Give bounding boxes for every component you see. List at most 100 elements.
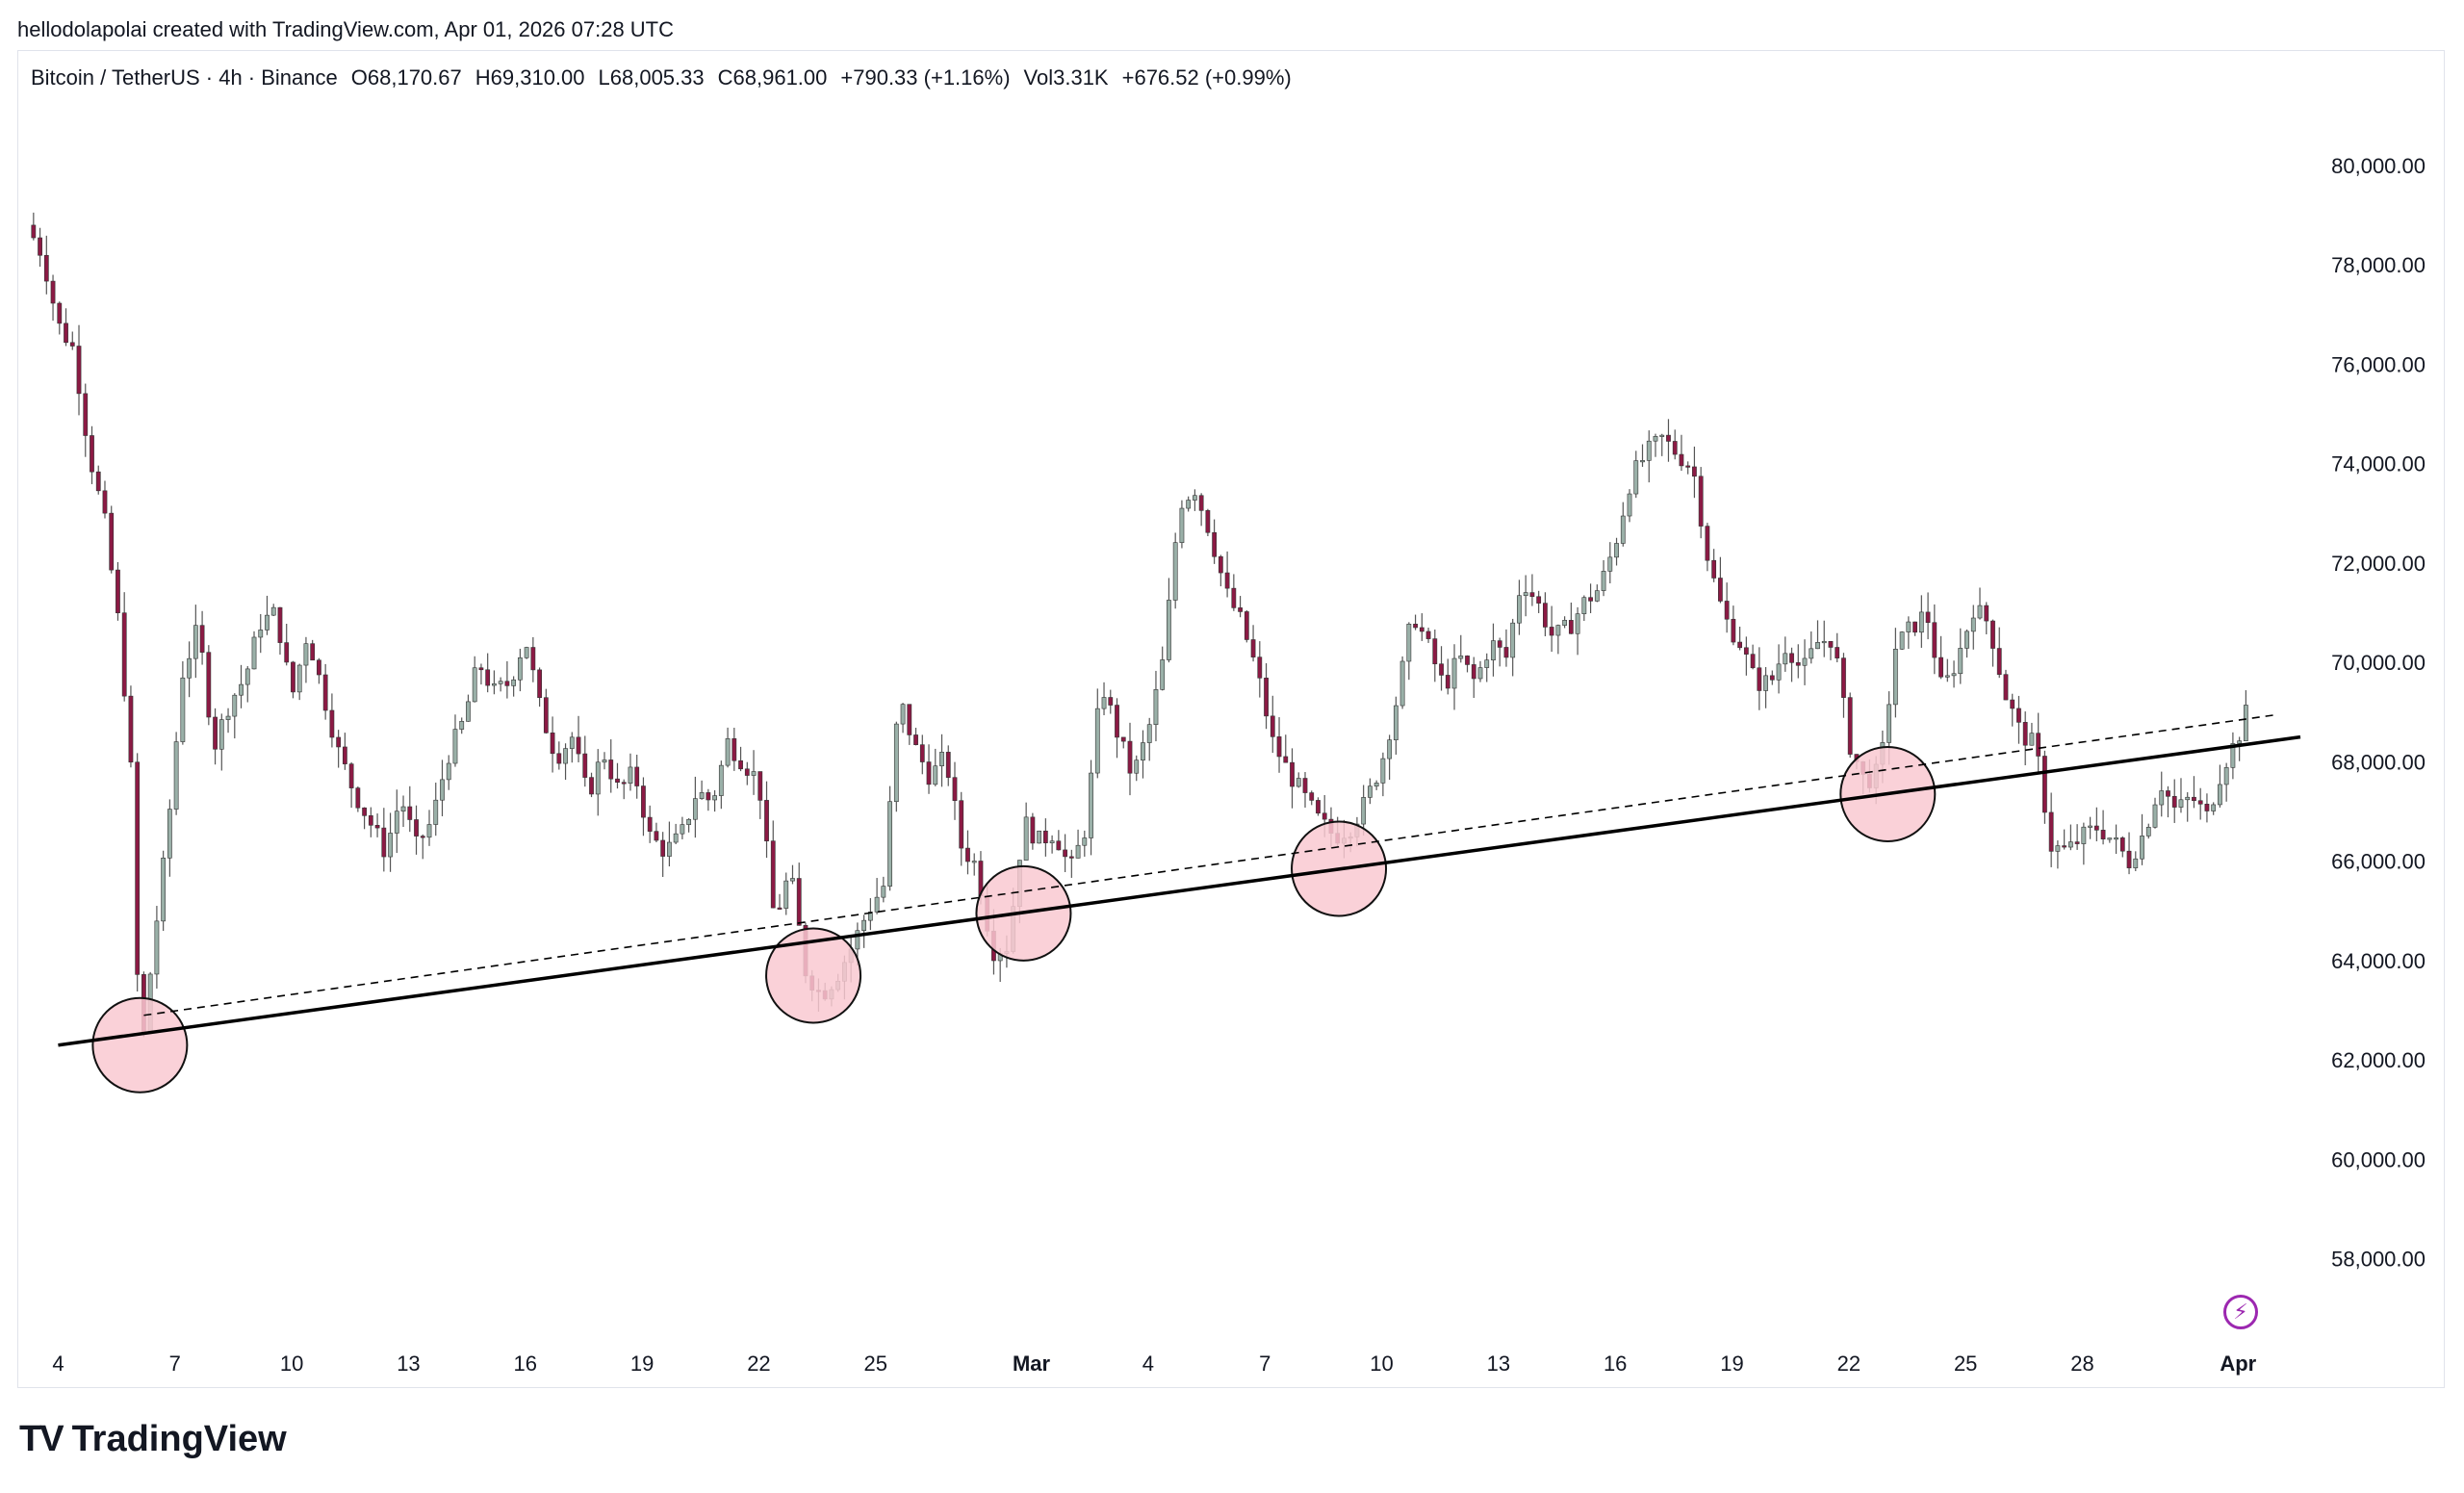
candle-up — [1815, 642, 1820, 650]
candle-up — [1368, 785, 1373, 798]
candle-up — [426, 824, 432, 838]
candle-down — [95, 471, 101, 492]
x-tick-label: 10 — [280, 1351, 303, 1376]
legend-high: H69,310.00 — [475, 65, 585, 90]
candle-down — [1568, 620, 1574, 634]
candle-up — [1296, 778, 1301, 787]
candle-down — [368, 815, 373, 826]
candle-up — [1179, 507, 1185, 543]
candle-up — [1607, 556, 1613, 572]
candle-down — [348, 763, 354, 788]
candle-down — [1063, 849, 1067, 858]
candle-down — [90, 435, 94, 473]
candle-up — [628, 766, 633, 785]
candle-up — [2223, 767, 2229, 785]
y-tick-label: 78,000.00 — [2331, 253, 2426, 277]
candle-up — [712, 795, 717, 801]
candle-up — [1172, 542, 1178, 601]
candle-down — [1543, 603, 1548, 628]
candle-down — [1497, 640, 1502, 648]
candle-down — [102, 490, 108, 514]
candle-up — [1089, 772, 1093, 838]
candle-down — [1932, 622, 1938, 658]
candle-up — [1037, 830, 1042, 844]
candle-down — [1724, 601, 1730, 620]
candle-up — [446, 762, 451, 781]
candle-up — [1458, 656, 1464, 659]
candle-down — [777, 907, 783, 910]
candle-down — [764, 800, 769, 841]
candle-down — [1322, 812, 1327, 820]
x-tick-label: 7 — [1259, 1351, 1270, 1376]
candle-down — [1115, 705, 1119, 738]
y-tick-label: 58,000.00 — [2331, 1248, 2426, 1272]
candle-down — [485, 669, 491, 686]
candle-up — [1646, 440, 1652, 461]
candle-up — [270, 606, 276, 616]
candle-up — [1167, 600, 1171, 660]
x-tick-label: 25 — [1954, 1351, 1977, 1376]
candle-down — [317, 659, 321, 676]
candle-up — [1153, 689, 1159, 726]
candle-down — [1257, 656, 1263, 679]
x-tick-label: 7 — [169, 1351, 181, 1376]
bolt-icon[interactable]: ⚡ — [2223, 1295, 2258, 1329]
candle-up — [680, 824, 685, 835]
candle-up — [861, 919, 867, 932]
candle-down — [284, 642, 290, 663]
candle-down — [381, 827, 387, 858]
candle-up — [161, 857, 167, 922]
candle-down — [576, 736, 581, 755]
candle-down — [537, 669, 542, 699]
candle-up — [1575, 613, 1580, 634]
candle-down — [1309, 792, 1315, 801]
x-tick-label: 22 — [1837, 1351, 1861, 1376]
candle-down — [31, 224, 37, 239]
candle-up — [218, 719, 224, 750]
legend-change: +790.33 (+1.16%) — [840, 65, 1011, 90]
x-tick-label: Mar — [1013, 1351, 1051, 1376]
candle-up — [1809, 648, 1814, 659]
candle-down — [1471, 664, 1476, 680]
candle-down — [336, 736, 342, 748]
candle-up — [1892, 649, 1898, 706]
candle-down — [2166, 790, 2170, 797]
candle-up — [1380, 758, 1386, 784]
candle-down — [342, 746, 347, 764]
candle-up — [239, 683, 244, 696]
candle-up — [192, 625, 198, 659]
candle-up — [881, 886, 886, 898]
candle-down — [1270, 715, 1275, 737]
candle-down — [1244, 611, 1249, 640]
candle-down — [1445, 675, 1450, 689]
candle-up — [1783, 653, 1788, 665]
candle-up — [154, 920, 160, 975]
candle-down — [1224, 572, 1230, 589]
candle-up — [1023, 816, 1029, 861]
candle-down — [543, 697, 549, 734]
y-tick-label: 64,000.00 — [2331, 949, 2426, 973]
candle-down — [2100, 830, 2106, 839]
candle-up — [692, 798, 698, 820]
candle-up — [244, 668, 250, 685]
candle-down — [1750, 654, 1756, 669]
candle-down — [135, 761, 141, 975]
candle-up — [1193, 495, 1197, 501]
candle-up — [1562, 620, 1568, 626]
candle-down — [556, 753, 562, 764]
candle-down — [1419, 627, 1424, 632]
candle-up — [1802, 657, 1808, 666]
candle-down — [1679, 453, 1684, 467]
y-tick-label: 72,000.00 — [2331, 552, 2426, 576]
candle-up — [2243, 705, 2248, 741]
candle-down — [374, 825, 380, 829]
candle-up — [933, 765, 938, 785]
candle-up — [1944, 675, 1950, 678]
candle-up — [303, 643, 309, 666]
candle-down — [1938, 656, 1943, 678]
candle-up — [751, 771, 757, 776]
y-tick-label: 80,000.00 — [2331, 154, 2426, 178]
y-tick-label: 74,000.00 — [2331, 452, 2426, 476]
legend-symbol[interactable]: Bitcoin / TetherUS · 4h · Binance — [31, 65, 338, 90]
